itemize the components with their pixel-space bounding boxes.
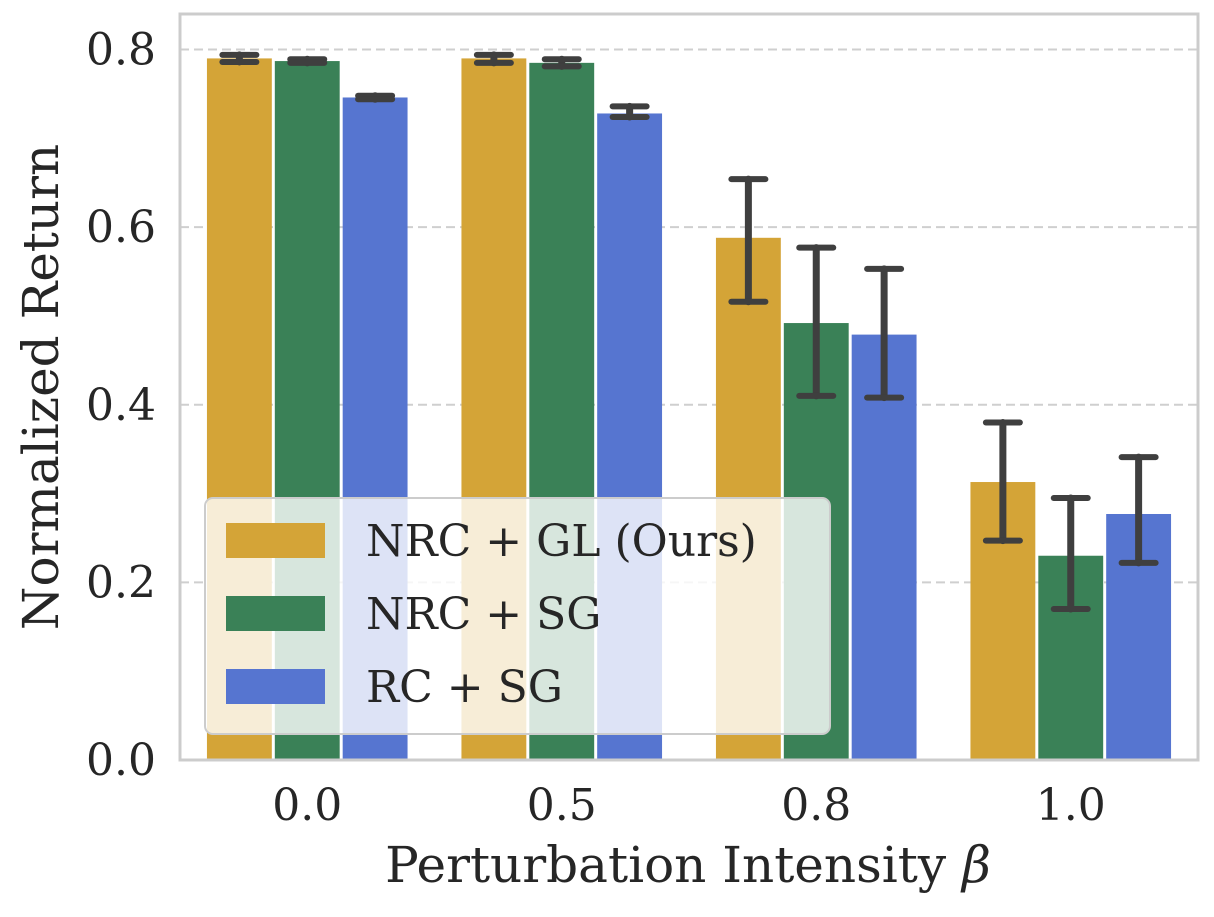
legend-swatch-2 xyxy=(226,669,325,704)
legend-swatch-1 xyxy=(226,596,325,631)
legend-label-2: RC + SG xyxy=(366,662,563,713)
y-tick-label-0.0: 0.0 xyxy=(86,735,156,786)
x-tick-labels: 0.0 0.5 0.8 1.0 xyxy=(272,780,1105,831)
x-axis-label: Perturbation Intensity β xyxy=(385,836,991,894)
legend-label-0: NRC + GL (Ours) xyxy=(366,516,757,567)
x-tick-label-0.5: 0.5 xyxy=(527,780,597,831)
legend-label-1: NRC + SG xyxy=(366,589,601,640)
x-axis-label-symbol: β xyxy=(960,836,991,894)
bar-2-0.8 xyxy=(851,334,917,760)
legend-items: NRC + GL (Ours) NRC + SG RC + SG xyxy=(226,516,757,713)
y-tick-labels: 0.0 0.2 0.4 0.6 0.8 xyxy=(86,25,156,786)
y-tick-label-0.2: 0.2 xyxy=(86,557,156,608)
plot-frame xyxy=(178,12,1200,762)
x-axis-label-text: Perturbation Intensity xyxy=(385,836,947,894)
legend-box xyxy=(204,497,831,735)
y-tick-label-0.8: 0.8 xyxy=(86,25,156,76)
x-tick-label-0.0: 0.0 xyxy=(272,780,342,831)
legend-swatch-0 xyxy=(226,523,325,558)
errorbars-layer xyxy=(219,51,1159,613)
y-tick-label-0.6: 0.6 xyxy=(86,202,156,253)
legend: NRC + GL (Ours) NRC + SG RC + SG xyxy=(204,497,831,735)
x-tick-label-1.0: 1.0 xyxy=(1036,780,1106,831)
x-tick-label-0.8: 0.8 xyxy=(781,780,851,831)
y-tick-label-0.4: 0.4 xyxy=(86,380,156,431)
y-axis-label: Normalized Return xyxy=(12,144,70,630)
